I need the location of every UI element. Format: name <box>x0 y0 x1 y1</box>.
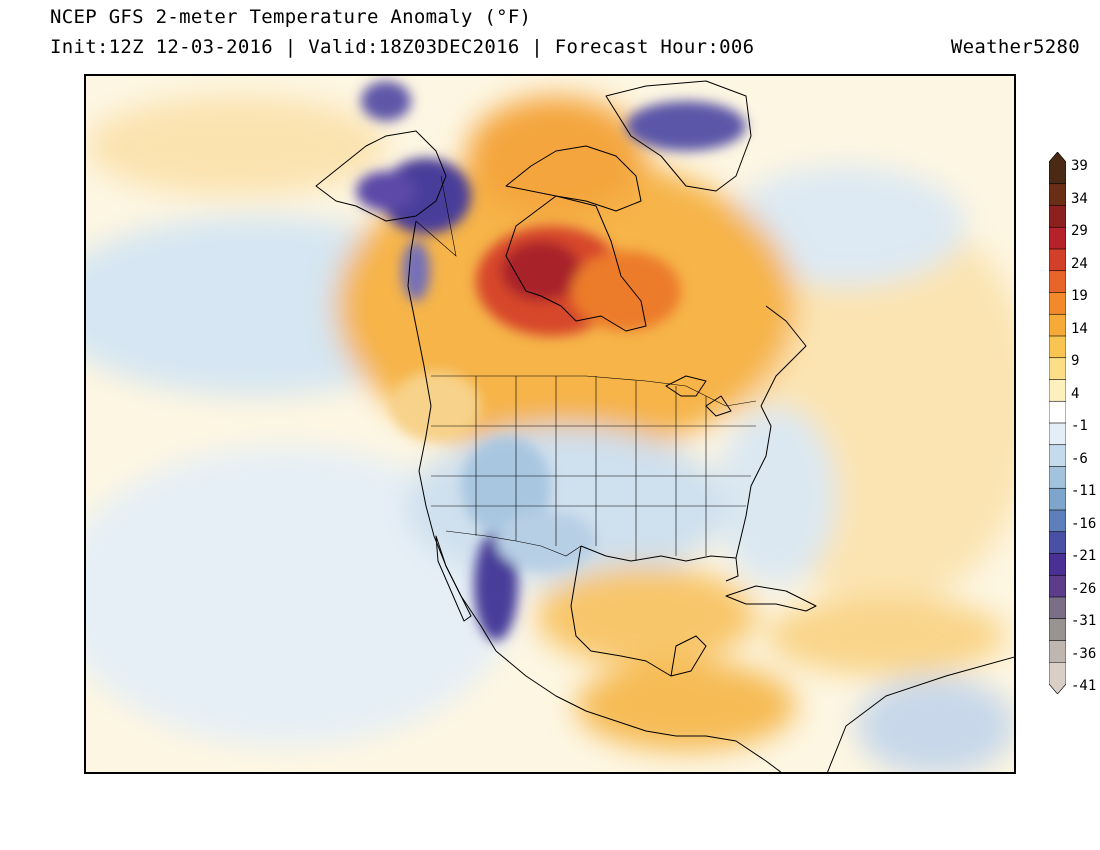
colorbar-tick-label: 9 <box>1071 353 1080 369</box>
arctic-cool-ocean <box>726 166 966 286</box>
canada-east-coast <box>760 305 807 407</box>
north-pacific-warm <box>86 96 386 196</box>
colorbar-segment <box>1048 553 1067 577</box>
cuba <box>725 585 817 612</box>
colorbar-tick-label: -31 <box>1071 613 1097 629</box>
colorbar <box>1048 151 1067 695</box>
colorbar-segment <box>1048 183 1067 207</box>
colorbar-segment <box>1048 466 1067 490</box>
colorbar-tick-label: 24 <box>1071 255 1088 272</box>
colorbar-tick-label: -16 <box>1071 515 1097 532</box>
alaska-coastline <box>315 130 447 222</box>
southwest-cool <box>496 511 596 571</box>
quebec-warm <box>571 251 681 331</box>
siberia-cold <box>361 81 411 121</box>
yucatan <box>670 635 707 677</box>
colorbar-segment <box>1048 574 1067 598</box>
west-warm <box>391 371 481 441</box>
colorbar-segment <box>1048 151 1067 185</box>
colorbar-tick-label: -1 <box>1071 418 1088 434</box>
colorbar-tick-label: 4 <box>1071 385 1080 402</box>
mexico-gulf-coast <box>570 545 672 677</box>
colorbar-segment <box>1048 487 1067 511</box>
colorbar-tick-label: 39 <box>1071 158 1088 174</box>
colorbar-tick-label: 14 <box>1071 320 1088 337</box>
colorbar-segment <box>1048 335 1067 359</box>
colorbar-tick-label: -6 <box>1071 450 1088 467</box>
anomaly-map <box>84 74 1016 774</box>
colorbar-segment <box>1048 661 1067 695</box>
alaska-canada-border <box>415 175 457 257</box>
colorbar-tick-label: 34 <box>1071 190 1088 207</box>
south-america <box>827 656 1014 772</box>
colorbar-tick-label: 29 <box>1071 223 1088 239</box>
brand-label: Weather5280 <box>950 36 1080 58</box>
colorbar-tick-label: -36 <box>1071 645 1097 662</box>
colorbar-segment <box>1048 205 1067 229</box>
us-west-coast <box>418 405 497 652</box>
caribbean-warm <box>766 596 1006 676</box>
great-lakes <box>665 375 732 417</box>
colorbar-tick-label: 19 <box>1071 288 1088 304</box>
colorbar-segment <box>1048 226 1067 250</box>
gulf-of-mexico-coast <box>580 545 739 582</box>
colorbar-segment <box>1048 444 1067 468</box>
central-america <box>676 735 782 772</box>
colorbar-tick-label: -21 <box>1071 548 1097 564</box>
us-east-coast <box>735 405 772 559</box>
colorbar-segment <box>1048 596 1067 620</box>
pacific-cool-ocean-south <box>86 446 516 746</box>
colorbar-tick-label: -11 <box>1071 483 1097 499</box>
colorbar-segment <box>1048 531 1067 555</box>
hudson-bay <box>505 195 647 332</box>
map-subtitle: Init:12Z 12-03-2016 | Valid:18Z03DEC2016… <box>50 36 755 58</box>
arctic-islands <box>505 145 642 212</box>
colorbar-segment <box>1048 248 1067 272</box>
rockies-cool <box>461 436 551 536</box>
north-warm <box>466 96 646 216</box>
colorbar-segment <box>1048 640 1067 664</box>
us-state-lines <box>431 376 756 561</box>
map-title: NCEP GFS 2-meter Temperature Anomaly (°F… <box>50 6 532 28</box>
colorbar-tick-label: -41 <box>1071 678 1097 694</box>
colorbar-segment <box>1048 422 1067 446</box>
colorbar-segment <box>1048 270 1067 294</box>
colorbar-segment <box>1048 357 1067 381</box>
colorbar-segment <box>1048 400 1067 424</box>
south-america-mixed <box>856 676 1014 772</box>
alaska-cold-core <box>356 171 416 211</box>
us-mexico-border <box>445 530 582 557</box>
hudson-bay-hot-center <box>501 241 581 301</box>
gulf-warm <box>536 566 756 666</box>
colorbar-segment <box>1048 618 1067 642</box>
central-america-warm <box>576 661 796 751</box>
colorbar-segment <box>1048 313 1067 337</box>
pacific-nw-cold <box>402 241 430 301</box>
colorbar-segment <box>1048 509 1067 533</box>
colorbar-segment <box>1048 292 1067 316</box>
greenland-cold-anomaly <box>626 101 746 151</box>
atlantic-coastal-cool <box>716 406 836 586</box>
colorbar-segment <box>1048 379 1067 403</box>
us-canada-border <box>431 375 757 407</box>
greenland <box>605 80 752 192</box>
canada-west-coast <box>407 220 432 407</box>
mexico-west-coast <box>495 650 677 737</box>
baja-california <box>435 535 472 622</box>
colorbar-tick-label: -26 <box>1071 580 1097 597</box>
